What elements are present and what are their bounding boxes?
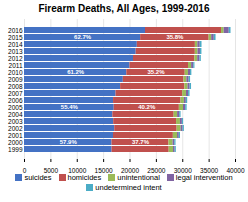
svg-text:2013: 2013: [8, 48, 23, 55]
svg-text:2002: 2002: [8, 125, 23, 132]
svg-text:40000: 40000: [226, 167, 244, 173]
svg-text:2014: 2014: [8, 41, 23, 48]
svg-text:10000: 10000: [68, 167, 86, 173]
html-text:legal intervention: legal intervention: [175, 173, 233, 182]
svg-text:2009: 2009: [8, 76, 23, 83]
svg-text:2004: 2004: [8, 111, 23, 118]
svg-text:61.2%: 61.2%: [67, 69, 85, 75]
svg-text:35.2%: 35.2%: [148, 69, 166, 75]
svg-text:37.7%: 37.7%: [132, 139, 150, 145]
svg-text:2015: 2015: [8, 34, 23, 41]
html-text:suicides: suicides: [24, 173, 52, 182]
svg-text:62.7%: 62.7%: [74, 34, 92, 40]
svg-text:2001: 2001: [8, 132, 23, 139]
svg-text:2000: 2000: [8, 139, 23, 146]
svg-text:20000: 20000: [121, 167, 139, 173]
svg-text:57.9%: 57.9%: [60, 139, 78, 145]
html-text:unintentional: unintentional: [117, 173, 160, 182]
svg-text:2003: 2003: [8, 118, 23, 125]
svg-text:15000: 15000: [95, 167, 113, 173]
html-text:undetermined intent: undetermined intent: [95, 183, 162, 192]
html-text:Firearm Deaths, All Ages, 1999: Firearm Deaths, All Ages, 1999-2016: [38, 3, 210, 14]
html-text:homicides: homicides: [67, 173, 102, 182]
svg-text:2016: 2016: [8, 27, 23, 34]
svg-text:0: 0: [23, 167, 27, 173]
svg-text:35000: 35000: [200, 167, 218, 173]
svg-text:2012: 2012: [8, 55, 23, 62]
svg-text:2008: 2008: [8, 83, 23, 90]
svg-text:2011: 2011: [9, 62, 23, 69]
svg-text:2007: 2007: [8, 90, 23, 97]
svg-text:2005: 2005: [8, 104, 23, 111]
svg-text:2010: 2010: [8, 69, 23, 76]
svg-text:35.8%: 35.8%: [166, 34, 184, 40]
svg-text:25000: 25000: [147, 167, 165, 173]
svg-text:40.2%: 40.2%: [138, 104, 156, 110]
svg-text:1999: 1999: [8, 146, 23, 153]
svg-text:30000: 30000: [174, 167, 192, 173]
svg-text:55.4%: 55.4%: [61, 104, 79, 110]
svg-text:5000: 5000: [44, 167, 59, 173]
svg-text:2006: 2006: [8, 97, 23, 104]
